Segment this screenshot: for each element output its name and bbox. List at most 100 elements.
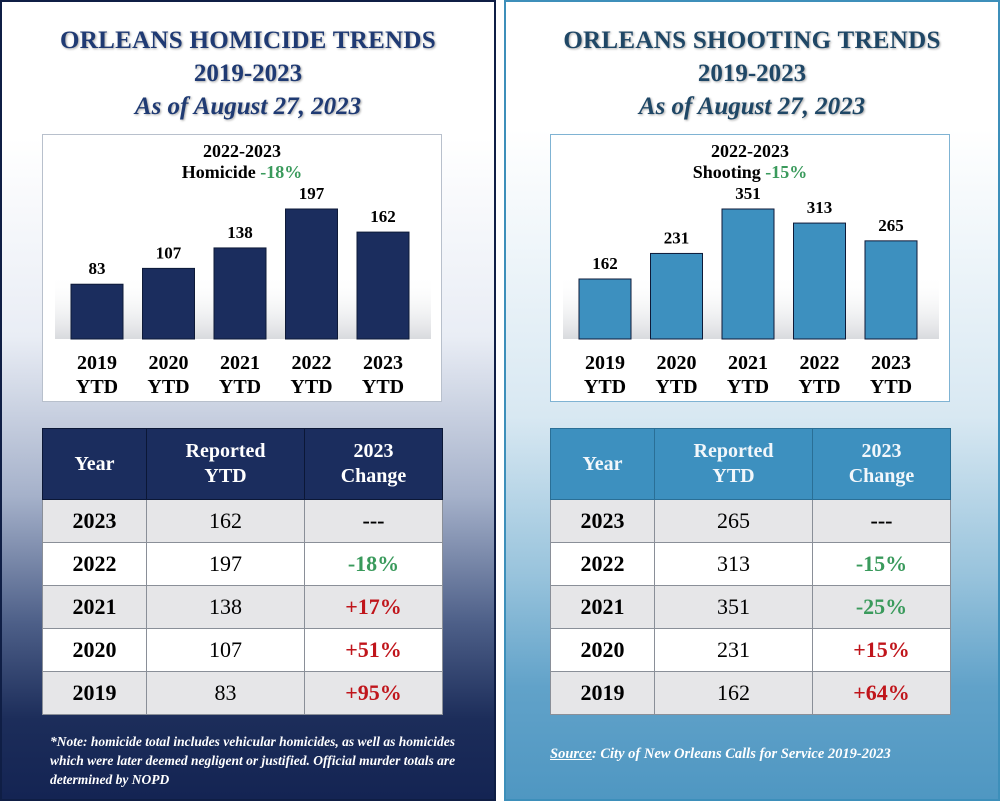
homicide-title: ORLEANS HOMICIDE TRENDS — [60, 27, 436, 54]
table-row: 2022 313 -15% — [550, 542, 951, 586]
source-text: : City of New Orleans Calls for Service … — [591, 746, 891, 762]
year-cell: 2023 — [42, 499, 147, 543]
year-cell: 2020 — [550, 628, 655, 672]
homicide-tick-label: 2019 — [77, 352, 117, 374]
column-header-change: 2023 Change — [812, 428, 951, 500]
homicide-table-header: Year Reported YTD 2023 Change — [42, 428, 443, 500]
homicide-chart-pct: -18% — [260, 162, 303, 182]
homicide-bar — [356, 231, 410, 340]
homicide-data-label: 83 — [89, 259, 106, 278]
reported-cell: 107 — [146, 628, 305, 672]
shooting-data-label: 313 — [807, 198, 833, 217]
change-cell: +64% — [812, 671, 951, 715]
homicide-chart-change: Homicide -18% — [43, 162, 441, 183]
shooting-title-block: ORLEANS SHOOTING TRENDS 2019-2023 As of … — [506, 24, 998, 123]
shooting-tick-label: YTD — [584, 376, 626, 398]
homicide-chart-label: Homicide — [181, 162, 256, 182]
shooting-tick-label: YTD — [798, 376, 840, 398]
homicide-tick-label: YTD — [362, 376, 404, 398]
reported-cell: 162 — [146, 499, 305, 543]
change-cell: +51% — [304, 628, 443, 672]
shooting-source: Source: City of New Orleans Calls for Se… — [550, 746, 970, 763]
homicide-bar — [70, 283, 124, 340]
reported-cell: 313 — [654, 542, 813, 586]
homicide-bar — [285, 208, 338, 340]
reported-cell: 351 — [654, 585, 813, 629]
homicide-tick-label: YTD — [219, 376, 261, 398]
change-cell: +17% — [304, 585, 443, 629]
shooting-chart-svg: 1622019YTD2312020YTD3512021YTD3132022YTD… — [563, 184, 939, 398]
table-row: 2019 83 +95% — [42, 671, 443, 715]
homicide-tick-label: YTD — [147, 376, 189, 398]
homicide-chart-period: 2022-2023 — [203, 141, 281, 161]
table-row: 2021 351 -25% — [550, 585, 951, 629]
shooting-tick-label: 2019 — [585, 352, 625, 374]
homicide-bar — [142, 267, 195, 340]
homicide-tick-label: 2020 — [149, 352, 189, 374]
shooting-chart-period: 2022-2023 — [711, 141, 789, 161]
shooting-data-label: 162 — [592, 254, 618, 273]
homicide-footnote: *Note: homicide total includes vehicular… — [50, 734, 456, 787]
shooting-chart-head: 2022-2023 Shooting -15% — [551, 141, 949, 183]
year-cell: 2020 — [42, 628, 147, 672]
column-header-year: Year — [42, 428, 147, 500]
table-row: 2023 265 --- — [550, 499, 951, 543]
homicide-tick-label: 2023 — [363, 352, 403, 374]
reported-cell: 138 — [146, 585, 305, 629]
table-row: 2020 231 +15% — [550, 628, 951, 672]
shooting-chart-pct: -15% — [765, 162, 808, 182]
shooting-table: Year Reported YTD 2023 Change 2023 265 -… — [550, 428, 951, 715]
table-row: 2019 162 +64% — [550, 671, 951, 715]
year-cell: 2019 — [550, 671, 655, 715]
table-row: 2021 138 +17% — [42, 585, 443, 629]
shooting-tick-label: YTD — [870, 376, 912, 398]
shooting-panel: ORLEANS SHOOTING TRENDS 2019-2023 As of … — [504, 0, 1000, 801]
shooting-table-header: Year Reported YTD 2023 Change — [550, 428, 951, 500]
shooting-title-date: As of August 27, 2023 — [638, 93, 866, 120]
homicide-title-block: ORLEANS HOMICIDE TRENDS 2019-2023 As of … — [2, 24, 494, 123]
column-header-change: 2023 Change — [304, 428, 443, 500]
homicide-tick-label: 2022 — [292, 352, 332, 374]
reported-cell: 197 — [146, 542, 305, 586]
table-row: 2020 107 +51% — [42, 628, 443, 672]
reported-cell: 162 — [654, 671, 813, 715]
source-label: Source — [550, 746, 592, 762]
year-cell: 2021 — [550, 585, 655, 629]
shooting-bar — [864, 240, 918, 340]
reported-cell: 265 — [654, 499, 813, 543]
year-cell: 2022 — [42, 542, 147, 586]
shooting-chart-change: Shooting -15% — [551, 162, 949, 183]
shooting-chart-label: Shooting — [692, 162, 761, 182]
shooting-tick-label: 2021 — [728, 352, 768, 374]
year-cell: 2019 — [42, 671, 147, 715]
homicide-chart: 83 2019 YTD 107 2020 YTD 138 2021 YTD 197 2022 YTD 1… — [42, 134, 442, 402]
shooting-tick-label: 2020 — [657, 352, 697, 374]
shooting-title-years: 2019-2023 — [697, 60, 807, 87]
change-cell: -15% — [812, 542, 951, 586]
homicide-title-years: 2019-2023 — [193, 60, 303, 87]
shooting-data-label: 351 — [735, 184, 761, 203]
homicide-data-label: 107 — [156, 243, 182, 262]
shooting-bar — [793, 222, 846, 340]
shooting-bar — [578, 278, 632, 340]
change-cell: -18% — [304, 542, 443, 586]
year-cell: 2022 — [550, 542, 655, 586]
shooting-tick-label: YTD — [655, 376, 697, 398]
shooting-tick-label: 2023 — [871, 352, 911, 374]
homicide-chart-head: 2022-2023 Homicide -18% — [43, 141, 441, 183]
shooting-title: ORLEANS SHOOTING TRENDS — [563, 27, 941, 54]
year-cell: 2021 — [42, 585, 147, 629]
table-row: 2022 197 -18% — [42, 542, 443, 586]
table-row: 2023 162 --- — [42, 499, 443, 543]
year-cell: 2023 — [550, 499, 655, 543]
change-cell: --- — [812, 499, 951, 543]
shooting-bar — [721, 208, 775, 340]
change-cell: --- — [304, 499, 443, 543]
homicide-tick-label: YTD — [290, 376, 332, 398]
change-cell: +95% — [304, 671, 443, 715]
homicide-chart-svg: 832019YTD1072020YTD1382021YTD1972022YTD1… — [55, 184, 431, 398]
homicide-data-label: 197 — [299, 184, 325, 203]
homicide-data-label: 138 — [227, 223, 253, 242]
reported-cell: 83 — [146, 671, 305, 715]
homicide-bar — [213, 247, 267, 340]
